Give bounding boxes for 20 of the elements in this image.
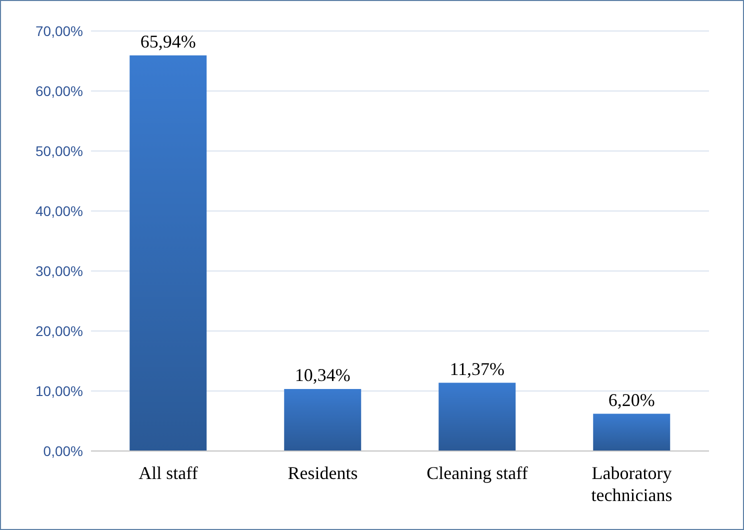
data-label: 10,34% bbox=[294, 364, 350, 385]
bar bbox=[438, 382, 516, 451]
bar bbox=[284, 388, 362, 451]
x-tick-label: Laboratory technicians bbox=[591, 463, 672, 505]
y-tick-label: 40,00% bbox=[36, 202, 83, 219]
bar bbox=[593, 414, 670, 451]
y-tick-label: 60,00% bbox=[36, 82, 83, 99]
data-label: 65,94% bbox=[140, 31, 196, 52]
y-tick-label: 50,00% bbox=[36, 142, 83, 159]
x-tick-label: All staff bbox=[138, 463, 198, 483]
data-label: 6,20% bbox=[608, 390, 655, 410]
y-tick-label: 0,00% bbox=[43, 442, 83, 459]
y-tick-label: 10,00% bbox=[36, 382, 83, 399]
y-tick-label: 20,00% bbox=[36, 322, 83, 339]
x-tick-label: Cleaning staff bbox=[426, 463, 528, 483]
y-tick-label: 30,00% bbox=[36, 262, 83, 279]
bar bbox=[130, 55, 207, 451]
data-label: 11,37% bbox=[450, 358, 505, 379]
x-tick-label: Residents bbox=[288, 463, 358, 483]
y-tick-label: 70,00% bbox=[36, 22, 83, 39]
